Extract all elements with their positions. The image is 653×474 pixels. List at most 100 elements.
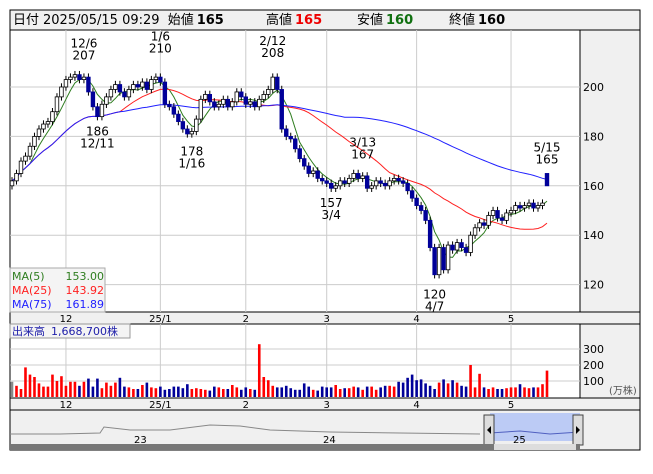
volume-bar [365, 386, 369, 397]
navigator[interactable]: 23 24 25 [10, 413, 584, 450]
candle [284, 128, 289, 137]
volume-bar [222, 389, 225, 397]
volume-bar [217, 387, 221, 397]
volume-bar [320, 386, 324, 397]
volume-bar [226, 389, 230, 397]
candle [472, 227, 478, 236]
volume-bar [248, 389, 252, 397]
candle [369, 185, 374, 189]
candle [270, 76, 275, 90]
candle [176, 113, 181, 122]
candle [414, 197, 419, 206]
volume-bar [275, 387, 279, 397]
candle [36, 128, 42, 137]
x-tick-label: 4 [413, 314, 419, 325]
volume-bar [379, 387, 382, 397]
volume-bar [293, 389, 297, 397]
volume-bar [51, 374, 54, 397]
candle [517, 205, 523, 209]
candle [337, 180, 343, 187]
volume-bar [172, 386, 176, 397]
volume-bar [347, 388, 351, 397]
candle [373, 180, 379, 187]
candle [189, 131, 195, 135]
y-tick-label: 160 [583, 180, 604, 193]
volume-bar [42, 386, 45, 397]
annotation-value: 186 [86, 125, 109, 139]
volume-bar [464, 386, 468, 397]
header-text: 日付 2025/05/15 09:29 始値 165 高値 165 安値 160 終値 1… [13, 12, 505, 28]
candle [117, 84, 123, 93]
candle [279, 89, 284, 130]
volume-bar [100, 388, 104, 397]
x-tick-label: 12 [60, 314, 73, 325]
navigator-scrollbar[interactable] [10, 444, 580, 450]
volume-bar [428, 385, 432, 397]
volume-bar [451, 380, 454, 397]
candle [207, 94, 213, 103]
volume-unit: (万株) [609, 384, 637, 397]
volume-bar [55, 381, 59, 397]
volume-bar [127, 387, 131, 397]
volume-bar [532, 387, 535, 397]
candle [126, 89, 132, 98]
scrollbar-thumb[interactable] [494, 444, 576, 450]
volume-bar [352, 386, 355, 397]
ma-legend [9, 267, 106, 313]
candle [540, 202, 545, 206]
annotation-value: 208 [261, 46, 284, 60]
volume-bar [374, 389, 378, 397]
candle [45, 121, 51, 125]
annotation-date: 12/11 [80, 137, 115, 151]
candle [9, 180, 15, 187]
arrow-right-icon [576, 426, 580, 434]
volume-bar [280, 387, 284, 397]
ma-legend-value: 161.89 [66, 298, 105, 311]
volume-bar [478, 373, 481, 397]
candle [68, 76, 73, 80]
volume-bar [19, 389, 23, 397]
candle [418, 205, 424, 211]
header-bar [9, 9, 641, 31]
candle [243, 96, 248, 105]
volume-bar [208, 390, 212, 397]
volume-bar [469, 365, 472, 397]
volume-bar [397, 381, 400, 397]
x-tick-label: 5 [508, 400, 514, 411]
candle [522, 205, 527, 209]
candle [405, 182, 410, 192]
volume-bar [60, 376, 63, 397]
volume-bar [64, 385, 68, 397]
volume-bar [356, 387, 360, 397]
volume-bar [496, 389, 499, 397]
x-tick-label: 2 [243, 314, 249, 325]
candle [77, 74, 82, 80]
candle [508, 210, 514, 214]
annotation-value: 210 [149, 41, 172, 55]
x-tick-label: 3 [324, 314, 330, 325]
annotation-value: 157 [320, 196, 343, 210]
candle [342, 180, 347, 184]
volume-bar [491, 387, 495, 397]
volume-bar [266, 380, 270, 397]
volume-bar [284, 385, 288, 397]
candle [387, 180, 392, 187]
candle [324, 180, 329, 184]
volume-bar [69, 381, 72, 397]
candle [180, 121, 186, 130]
volume-bar [527, 388, 531, 397]
candle [54, 96, 60, 113]
candle [266, 89, 271, 95]
volume-bar [473, 387, 477, 397]
candle [526, 202, 532, 206]
x-tick-label: 12 [60, 400, 73, 411]
candle [252, 101, 257, 108]
candle [486, 215, 491, 226]
volume-bar [181, 388, 185, 397]
candle [185, 128, 190, 135]
candle [131, 84, 136, 90]
candle [293, 138, 298, 150]
navigator-selection[interactable] [490, 413, 580, 441]
candle [257, 98, 262, 108]
